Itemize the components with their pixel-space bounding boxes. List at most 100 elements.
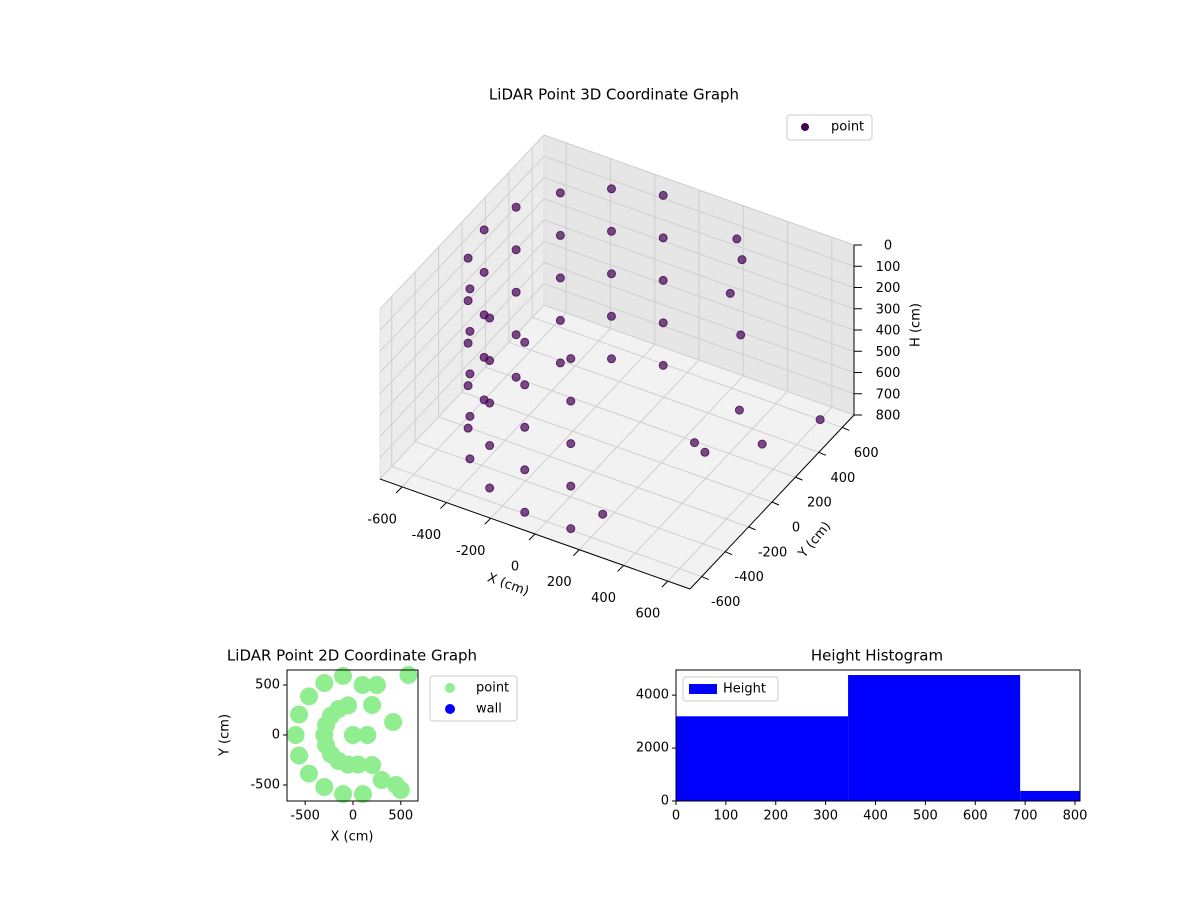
x-tick-label: 0 (511, 560, 519, 575)
z-tick-label: 0 (884, 239, 892, 254)
point (725, 288, 735, 298)
point (463, 296, 473, 306)
z-tick-label: 100 (876, 260, 901, 275)
point (485, 398, 495, 408)
point (465, 369, 475, 379)
grid-line (379, 198, 545, 374)
chart-title: Height Histogram (811, 647, 943, 665)
y-tick-label: 0 (792, 521, 800, 536)
y-axis-label: Y (cm) (795, 519, 834, 562)
x-tick-label: -200 (456, 544, 486, 559)
z-tick-label: 500 (876, 345, 901, 360)
point (606, 269, 616, 279)
point (734, 405, 744, 415)
y-tick-label: 0 (272, 728, 280, 743)
z-axis-label: H (cm) (909, 303, 924, 347)
point (479, 267, 489, 277)
y-tick-label: 2000 (636, 741, 669, 756)
x-tick-label: -400 (412, 528, 442, 543)
z-tick-label: 300 (876, 302, 901, 317)
y-tick-label: -600 (711, 595, 741, 610)
point (290, 746, 309, 765)
grid-line (532, 316, 843, 428)
legend-label: point (476, 681, 509, 696)
x-tick-label: 200 (763, 809, 788, 824)
grid-line (379, 240, 545, 416)
axis-line (689, 414, 855, 590)
point (299, 764, 318, 783)
point (658, 190, 668, 200)
point (690, 438, 699, 448)
grid-line (438, 416, 749, 528)
tick-mark (701, 576, 709, 581)
point (358, 726, 377, 744)
point (658, 275, 668, 285)
tick-mark (842, 426, 850, 431)
point (399, 666, 418, 684)
tick-mark (661, 580, 669, 588)
x-tick-label: 600 (963, 809, 988, 824)
legend-swatch (689, 684, 717, 694)
x-tick-label: 200 (547, 575, 572, 590)
point (520, 422, 530, 432)
z-tick-label: 400 (876, 324, 901, 339)
axis-line (379, 478, 691, 590)
tick-mark (771, 501, 780, 506)
y-tick-label: -400 (734, 570, 764, 585)
point (315, 778, 334, 796)
legend-box (682, 676, 779, 702)
point (353, 676, 372, 694)
point (520, 507, 530, 517)
plot-frame (675, 669, 1081, 802)
chart-title: LiDAR Point 3D Coordinate Graph (489, 86, 739, 104)
bar (676, 716, 849, 801)
y-tick-label: 200 (807, 496, 832, 511)
point (658, 360, 668, 370)
grid-line (379, 283, 545, 459)
legend-label: point (831, 120, 864, 135)
point (566, 524, 576, 534)
y-tick-label: 4000 (636, 688, 669, 703)
grid-line (379, 134, 545, 310)
tick-mark (818, 451, 827, 456)
point (566, 481, 576, 491)
point (485, 483, 495, 493)
bar (848, 675, 1021, 801)
point (732, 234, 742, 244)
point (555, 188, 565, 198)
point (463, 253, 473, 263)
tick-mark (572, 549, 580, 557)
point (566, 396, 576, 406)
grid-line (543, 155, 855, 267)
point (700, 447, 710, 457)
z-tick-label: 800 (876, 409, 901, 424)
point (555, 230, 565, 240)
point (520, 337, 530, 347)
tick-mark (795, 476, 803, 481)
point (363, 756, 382, 774)
x-tick-label: 800 (1063, 809, 1088, 824)
tick-mark (748, 526, 756, 531)
point (598, 509, 608, 519)
z-tick-label: 700 (876, 387, 901, 402)
point (479, 225, 489, 235)
grid-line (543, 198, 855, 310)
point (485, 441, 495, 451)
point (511, 372, 521, 382)
point (658, 318, 668, 328)
legend-box (786, 114, 873, 141)
point (465, 284, 475, 294)
legend-label: Height (723, 682, 766, 697)
point (463, 338, 473, 348)
grid-line (543, 283, 855, 395)
point (465, 454, 475, 464)
point (737, 255, 747, 265)
x-tick-label: -500 (290, 809, 320, 824)
y-tick-label: 0 (661, 794, 669, 809)
grid-line (543, 262, 855, 373)
tick-mark (395, 486, 403, 494)
tick-mark (724, 551, 733, 556)
point (566, 439, 576, 449)
x-axis-label: X (cm) (485, 571, 531, 600)
x-tick-label: 400 (591, 591, 616, 606)
